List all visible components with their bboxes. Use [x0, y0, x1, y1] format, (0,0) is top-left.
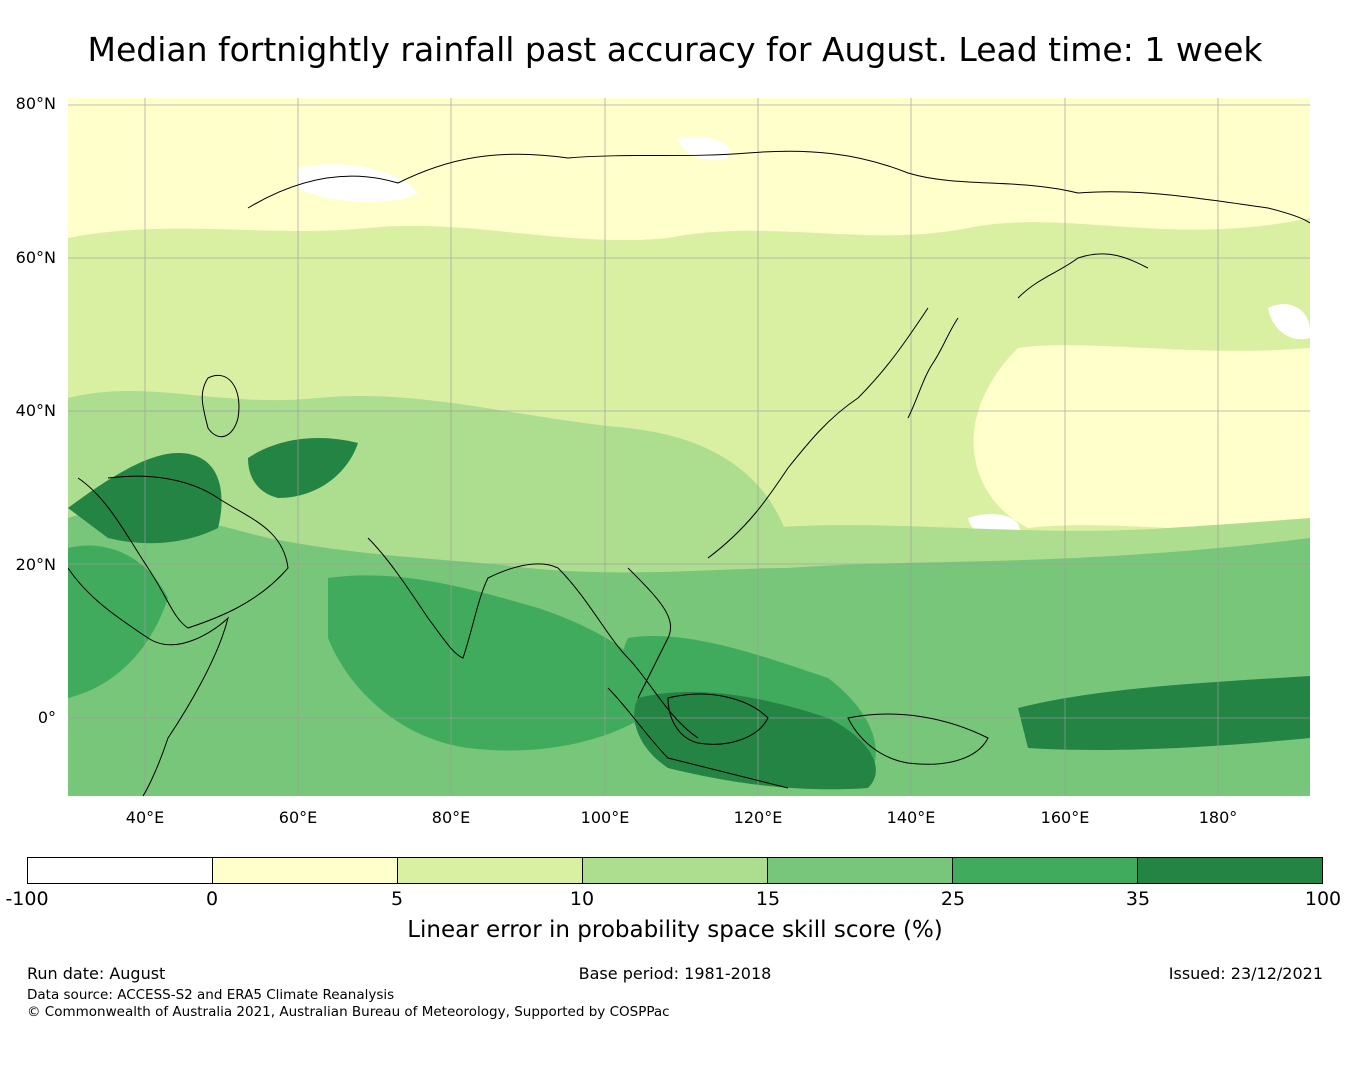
- base-period: Base period: 1981-2018: [578, 964, 772, 983]
- region-low-skill-north: [68, 98, 1310, 241]
- colorbar-tick-label: 5: [390, 888, 404, 910]
- colorbar-segment: [398, 858, 583, 883]
- colorbar-tick-label: 25: [940, 888, 966, 910]
- coastline-new-guinea: [847, 713, 989, 765]
- data-source: Data source: ACCESS-S2 and ERA5 Climate …: [27, 987, 395, 1003]
- skill-score-map: [68, 98, 1310, 796]
- colorbar-segment: [213, 858, 398, 883]
- colorbar-tick-label: 0: [205, 888, 219, 910]
- coastline-caspian: [201, 375, 240, 438]
- lon-tick-label: 140°E: [886, 808, 936, 827]
- coastline-arabia: [77, 475, 289, 629]
- run-date: Run date: August: [27, 964, 166, 983]
- skill-regions: [68, 98, 1310, 796]
- lat-tick-label: 20°N: [15, 555, 56, 574]
- colorbar-segment: [953, 858, 1138, 883]
- colorbar-tick-label: 15: [755, 888, 781, 910]
- coastline-se-asia: [557, 567, 699, 739]
- chart-title: Median fortnightly rainfall past accurac…: [87, 30, 1263, 69]
- colorbar-segment: [28, 858, 213, 883]
- lon-tick-label: 120°E: [733, 808, 783, 827]
- lon-tick-label: 40°E: [125, 808, 165, 827]
- lat-tick-label: 0°: [37, 708, 56, 727]
- lon-tick-label: 60°E: [278, 808, 318, 827]
- lon-tick-label: 100°E: [580, 808, 630, 827]
- colorbar-segment: [1138, 858, 1322, 883]
- issued-date: Issued: 23/12/2021: [1168, 964, 1323, 983]
- copyright-notice: © Commonwealth of Australia 2021, Austra…: [27, 1004, 670, 1020]
- colorbar: [27, 857, 1323, 884]
- lon-tick-label: 180°: [1198, 808, 1238, 827]
- colorbar-tick-label: -100: [5, 888, 49, 910]
- region-very-high-skill-pacific: [1018, 676, 1310, 750]
- region-very-high-skill-arabia: [68, 438, 358, 544]
- map-gridlines: [68, 98, 1310, 796]
- coastline-sumatra-java: [607, 687, 789, 789]
- coastline-east-china: [707, 307, 929, 559]
- coastline-borneo: [667, 693, 769, 745]
- coastline-india: [367, 537, 559, 659]
- coastline-kamchatka: [1017, 253, 1149, 299]
- coastline-east-africa: [68, 567, 229, 796]
- lat-tick-label: 80°N: [15, 94, 56, 113]
- lat-tick-label: 40°N: [15, 401, 56, 420]
- coastline-arctic: [247, 150, 1310, 224]
- colorbar-tick-label: 100: [1304, 888, 1342, 910]
- colorbar-tick-label: 35: [1125, 888, 1151, 910]
- colorbar-label: Linear error in probability space skill …: [407, 917, 943, 943]
- lat-tick-label: 60°N: [15, 248, 56, 267]
- lon-tick-label: 80°E: [431, 808, 471, 827]
- colorbar-tick-label: 10: [569, 888, 595, 910]
- colorbar-segment: [583, 858, 768, 883]
- coastline-japan: [907, 317, 959, 419]
- colorbar-segment: [768, 858, 953, 883]
- lon-tick-label: 160°E: [1040, 808, 1090, 827]
- region-low-skill-east: [973, 345, 1310, 531]
- coastlines: [68, 150, 1310, 796]
